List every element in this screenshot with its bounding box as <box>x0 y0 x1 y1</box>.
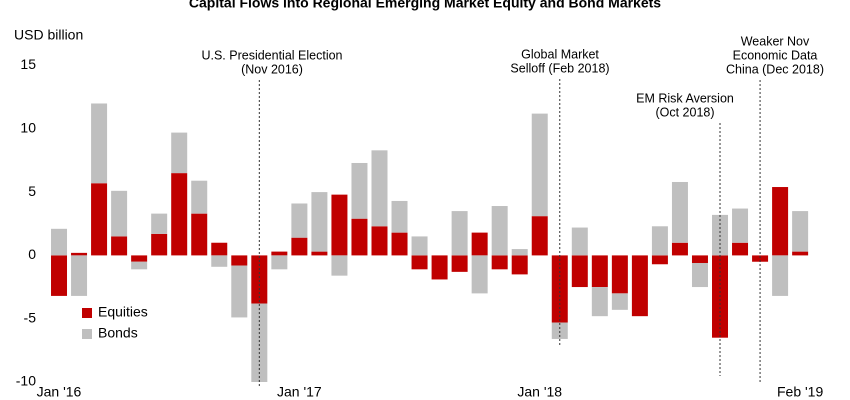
annotation-text: (Oct 2018) <box>655 105 714 119</box>
bar <box>511 249 528 256</box>
bar <box>331 194 348 256</box>
chart-title: Capital Flows into Regional Emerging Mar… <box>189 0 661 11</box>
bar <box>311 251 328 256</box>
bar <box>171 173 188 256</box>
annotation-text: China (Dec 2018) <box>726 62 824 76</box>
bar <box>671 242 688 256</box>
bar <box>732 242 749 256</box>
legend-swatch <box>82 308 92 318</box>
bar <box>611 255 628 294</box>
bar <box>792 251 809 256</box>
bar <box>151 233 168 256</box>
bar <box>111 236 128 256</box>
bar <box>171 132 188 174</box>
legend-swatch <box>82 329 92 339</box>
y-tick-label: 0 <box>28 246 36 262</box>
bar <box>491 206 508 256</box>
x-tick-label: Jan '16 <box>37 384 82 400</box>
bar <box>191 180 208 214</box>
bar <box>191 213 208 256</box>
y-axis-label: USD billion <box>14 27 83 43</box>
bar <box>131 255 148 262</box>
bar <box>311 192 328 252</box>
bar <box>391 232 408 256</box>
annotation-text: (Nov 2016) <box>241 62 303 76</box>
legend-label: Equities <box>98 304 148 320</box>
bar <box>351 218 368 256</box>
bar <box>451 255 468 272</box>
y-tick-label: 5 <box>28 183 36 199</box>
bar <box>371 226 388 256</box>
bar <box>371 150 388 227</box>
y-tick-label: -10 <box>16 373 36 389</box>
bar <box>691 262 708 288</box>
bar <box>291 203 308 238</box>
bar <box>792 211 809 252</box>
x-tick-label: Jan '18 <box>517 384 562 400</box>
bar <box>151 213 168 234</box>
bar <box>291 237 308 256</box>
bar <box>732 208 749 243</box>
bar <box>51 255 68 296</box>
bar <box>571 255 588 288</box>
bar <box>351 162 368 219</box>
bar <box>772 187 789 256</box>
bar <box>431 255 448 280</box>
bar <box>211 255 228 267</box>
bar <box>671 181 688 243</box>
bar <box>271 251 288 256</box>
bar <box>651 226 668 256</box>
bar <box>271 255 288 270</box>
bar <box>631 255 648 317</box>
bar <box>531 113 548 217</box>
bar <box>231 255 248 266</box>
bar <box>391 200 408 233</box>
y-tick-label: 15 <box>20 56 36 72</box>
bar <box>91 103 108 184</box>
annotation-text: U.S. Presidential Election <box>201 48 342 62</box>
x-tick-label: Jan '17 <box>277 384 322 400</box>
bar <box>51 228 68 256</box>
bar <box>251 255 268 304</box>
bar <box>131 261 148 270</box>
bar <box>231 265 248 318</box>
bar <box>772 255 789 296</box>
bar <box>331 255 348 276</box>
bar <box>511 255 528 275</box>
bar <box>531 216 548 256</box>
bar <box>211 242 228 256</box>
legend-label: Bonds <box>98 325 138 341</box>
bar <box>71 252 88 256</box>
bar <box>691 255 708 263</box>
bar <box>591 255 608 288</box>
bar <box>571 227 588 256</box>
bar <box>752 255 769 262</box>
bar <box>611 293 628 310</box>
bar <box>551 322 568 339</box>
bar <box>451 211 468 256</box>
annotation-text: EM Risk Aversion <box>636 91 734 105</box>
bar <box>591 287 608 317</box>
bar <box>411 236 428 256</box>
x-tick-label: Feb '19 <box>777 384 823 400</box>
annotation-text: Global Market <box>521 47 599 61</box>
bar <box>91 183 108 256</box>
annotation-text: Economic Data <box>733 48 818 62</box>
bar <box>491 255 508 270</box>
annotation-text: Selloff (Feb 2018) <box>510 61 609 75</box>
bar <box>71 255 88 296</box>
bar <box>411 255 428 270</box>
y-tick-label: 10 <box>20 120 36 136</box>
bar <box>471 232 488 256</box>
bar <box>651 255 668 265</box>
annotation-text: Weaker Nov <box>741 34 810 48</box>
bar <box>111 190 128 237</box>
y-tick-label: -5 <box>24 309 37 325</box>
bar <box>471 255 488 294</box>
bar <box>251 303 268 382</box>
